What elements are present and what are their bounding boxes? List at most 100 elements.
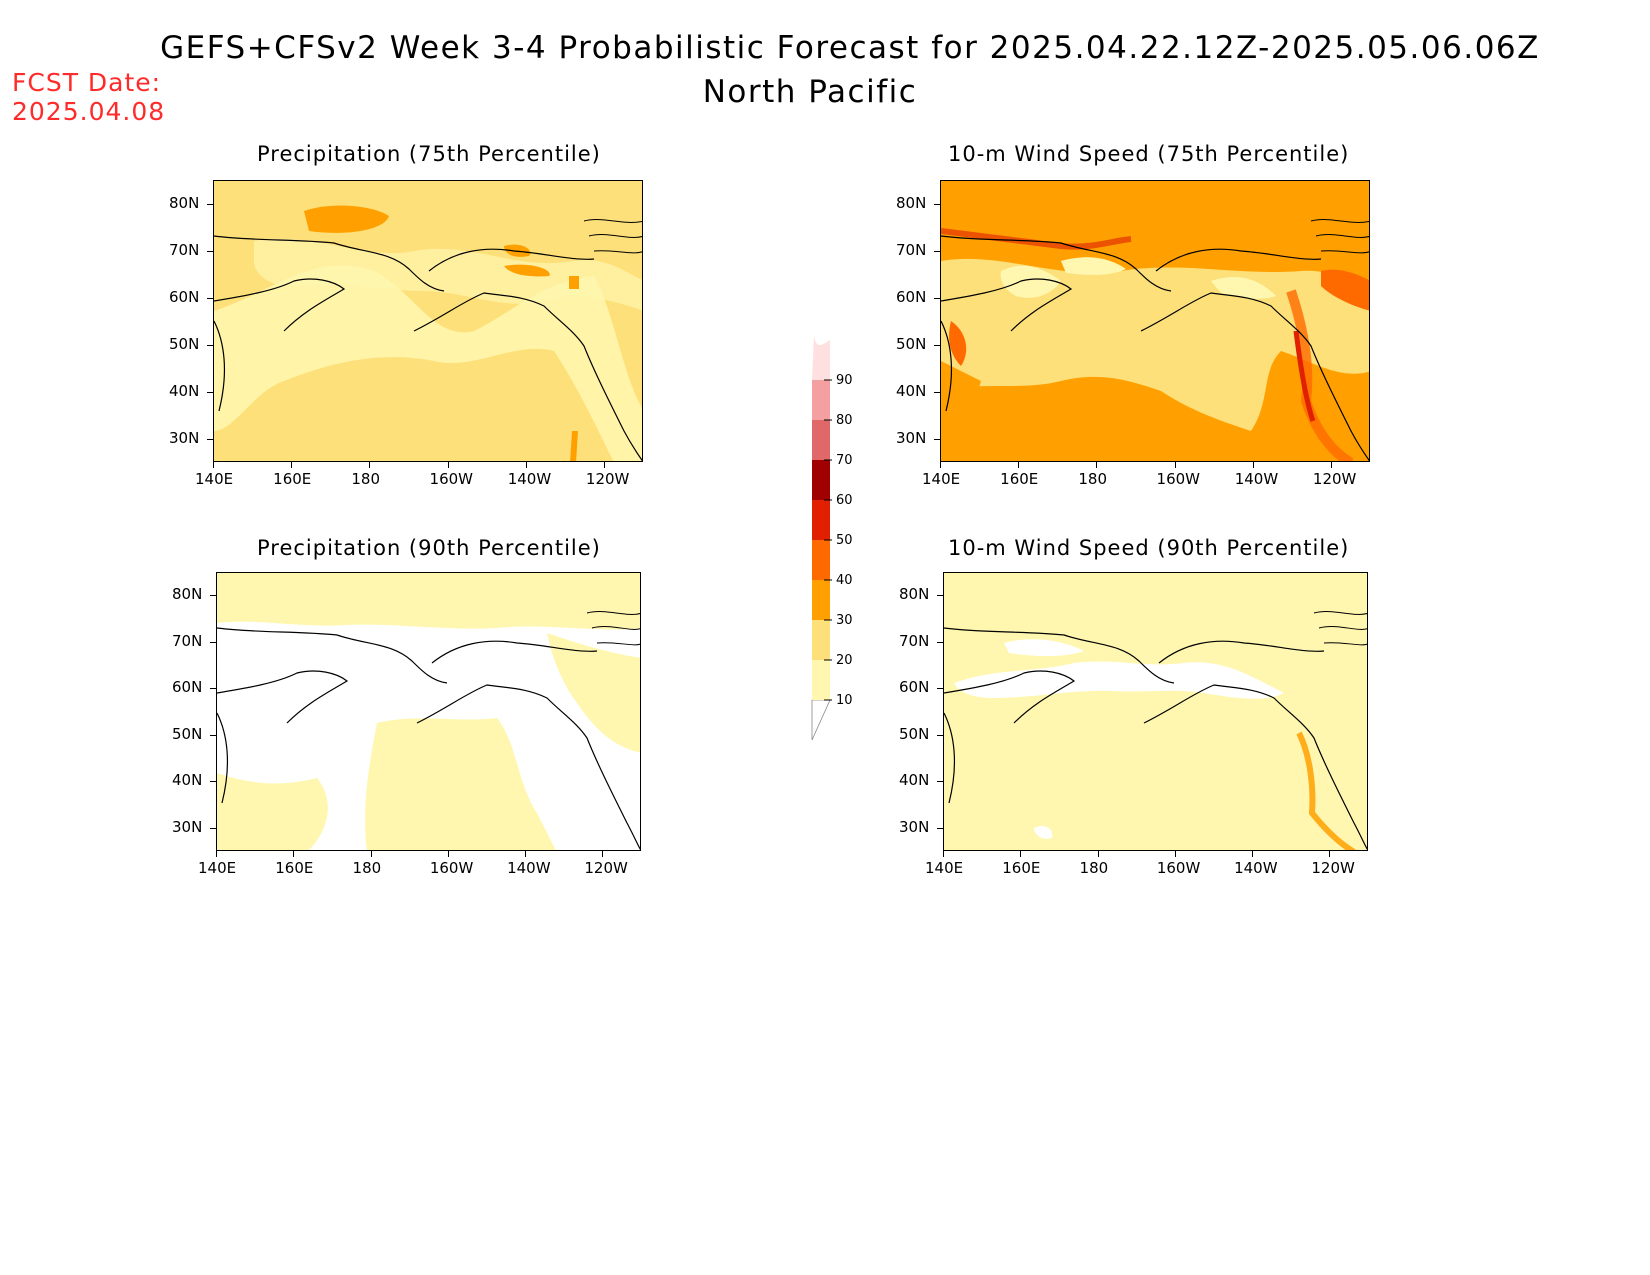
map-wind-90 xyxy=(943,572,1368,851)
colorbar-label: 30 xyxy=(836,613,853,628)
lat-label: 70N xyxy=(896,240,927,259)
map-precip-90 xyxy=(216,572,641,851)
lon-tick xyxy=(525,462,527,468)
lat-tick xyxy=(937,688,943,690)
lat-label: 60N xyxy=(172,678,203,697)
lat-tick xyxy=(210,595,216,597)
lat-label: 50N xyxy=(172,724,203,743)
lon-label: 140E xyxy=(925,859,964,877)
colorbar-swatch xyxy=(812,580,830,620)
panel-title: 10-m Wind Speed (75th Percentile) xyxy=(948,142,1350,166)
lon-label: 140W xyxy=(1234,470,1279,488)
lon-tick xyxy=(1252,462,1254,468)
colorbar-label: 90 xyxy=(836,373,853,388)
colorbar-label: 80 xyxy=(836,413,853,428)
lon-label: 140E xyxy=(198,859,237,877)
lon-tick xyxy=(216,851,217,857)
lat-label: 80N xyxy=(172,585,203,604)
lon-label: 120W xyxy=(585,470,630,488)
lon-label: 120W xyxy=(584,859,628,877)
lon-tick xyxy=(1020,851,1022,857)
lat-label: 80N xyxy=(169,193,200,212)
lat-tick xyxy=(210,641,216,643)
lon-label: 140E xyxy=(922,470,961,488)
lon-tick xyxy=(293,851,295,857)
lat-tick xyxy=(210,688,216,690)
lat-tick xyxy=(207,250,213,252)
colorbar-label: 50 xyxy=(836,533,853,548)
map-wind-75 xyxy=(940,180,1370,462)
sub-title: North Pacific xyxy=(702,74,918,110)
lat-tick xyxy=(934,297,940,299)
lon-tick xyxy=(291,462,293,468)
lon-tick xyxy=(370,851,372,857)
lon-tick xyxy=(1018,462,1020,468)
lat-label: 50N xyxy=(896,334,927,353)
lat-label: 50N xyxy=(169,334,200,353)
lon-tick xyxy=(1174,851,1176,857)
colorbar-label: 10 xyxy=(836,693,853,708)
lat-tick xyxy=(210,734,216,736)
panel-title: Precipitation (75th Percentile) xyxy=(257,142,601,166)
fcst-date-block: FCST Date: 2025.04.08 xyxy=(12,68,165,126)
lon-tick xyxy=(603,462,605,468)
lon-label: 120W xyxy=(1311,859,1355,877)
lat-tick xyxy=(207,297,213,299)
lon-tick xyxy=(1329,851,1331,857)
lat-label: 30N xyxy=(169,428,200,447)
lat-tick xyxy=(937,734,943,736)
lat-label: 30N xyxy=(896,428,927,447)
colorbar-swatch xyxy=(812,500,830,540)
lon-tick xyxy=(213,462,214,468)
lat-tick xyxy=(207,203,213,205)
lat-tick xyxy=(937,827,943,829)
colorbar: 10 20 30 40 50 60 70 80 90 xyxy=(800,330,860,750)
fcst-date-value: 2025.04.08 xyxy=(12,97,166,126)
lon-label: 160W xyxy=(1156,470,1200,488)
fcst-date-label: FCST Date: xyxy=(12,68,162,97)
lat-label: 60N xyxy=(169,287,200,306)
map-precip-75 xyxy=(213,180,643,462)
lon-tick xyxy=(1174,462,1176,468)
colorbar-label: 70 xyxy=(836,453,853,468)
lat-tick xyxy=(934,438,940,440)
lon-tick xyxy=(940,462,941,468)
lat-label: 40N xyxy=(896,381,927,400)
lat-tick xyxy=(210,827,216,829)
lat-label: 70N xyxy=(899,631,930,650)
lon-label: 180 xyxy=(1079,859,1109,877)
lat-tick xyxy=(934,391,940,393)
lon-tick xyxy=(602,851,604,857)
colorbar-label: 20 xyxy=(836,653,853,668)
lat-label: 30N xyxy=(899,817,930,836)
lat-tick xyxy=(937,595,943,597)
panel-title: Precipitation (90th Percentile) xyxy=(257,536,601,560)
lon-tick xyxy=(1330,462,1332,468)
lon-tick xyxy=(447,851,449,857)
colorbar-swatch xyxy=(812,660,830,700)
lat-label: 80N xyxy=(896,193,927,212)
lon-tick xyxy=(525,851,527,857)
colorbar-swatch xyxy=(812,460,830,500)
lat-tick xyxy=(937,641,943,643)
colorbar-swatch xyxy=(812,620,830,660)
panel-title: 10-m Wind Speed (90th Percentile) xyxy=(948,536,1350,560)
lon-label: 140W xyxy=(507,859,551,877)
lat-tick xyxy=(934,203,940,205)
lat-tick xyxy=(210,781,216,783)
lat-tick xyxy=(934,344,940,346)
lon-label: 160E xyxy=(275,859,314,877)
lat-tick xyxy=(207,438,213,440)
lat-tick xyxy=(207,344,213,346)
lon-label: 120W xyxy=(1312,470,1357,488)
lon-label: 160W xyxy=(429,859,474,877)
lat-tick xyxy=(207,391,213,393)
lon-tick xyxy=(1252,851,1254,857)
lon-label: 160E xyxy=(273,470,312,488)
lon-label: 180 xyxy=(1078,470,1107,488)
colorbar-swatch xyxy=(812,420,830,460)
lat-label: 60N xyxy=(899,678,930,697)
lat-label: 70N xyxy=(169,240,200,259)
lon-tick xyxy=(369,462,371,468)
lon-label: 180 xyxy=(352,859,382,877)
